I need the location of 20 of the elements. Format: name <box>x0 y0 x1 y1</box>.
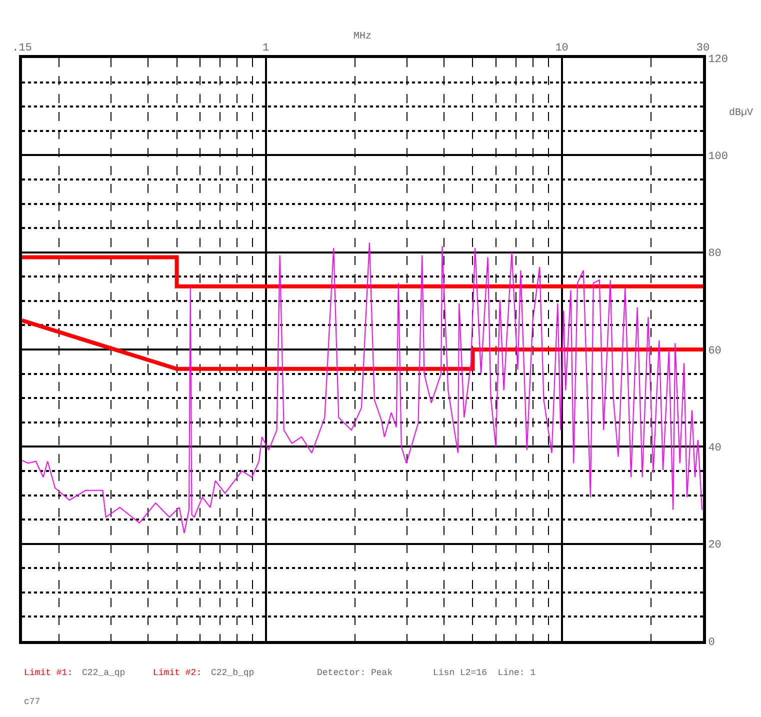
text: Limit #1: <box>24 668 73 678</box>
y-tick-label: 60 <box>708 345 722 358</box>
x-tick-label: .15 <box>12 42 32 55</box>
y-tick-label: 100 <box>708 151 728 164</box>
y-axis-title: dBµV <box>729 107 754 119</box>
y-tick-label: 80 <box>708 248 722 260</box>
x-tick-label: 30 <box>696 42 710 55</box>
y-tick-label: 0 <box>708 636 715 649</box>
text: Limit #2: <box>153 668 202 678</box>
text: Lisn L2=16 Line: 1 <box>433 668 536 678</box>
x-tick-label: 10 <box>555 42 568 55</box>
y-tick-label: 20 <box>708 540 722 552</box>
x-axis-title: MHz <box>353 32 372 43</box>
x-tick-label: 1 <box>262 42 270 55</box>
y-tick-label: 120 <box>708 54 728 66</box>
text: Detector: Peak <box>317 668 393 678</box>
y-tick-label: 40 <box>708 442 722 455</box>
text: C22_b_qp <box>211 668 254 678</box>
text: c77 <box>24 697 40 707</box>
text: C22_a_qp <box>82 668 126 678</box>
